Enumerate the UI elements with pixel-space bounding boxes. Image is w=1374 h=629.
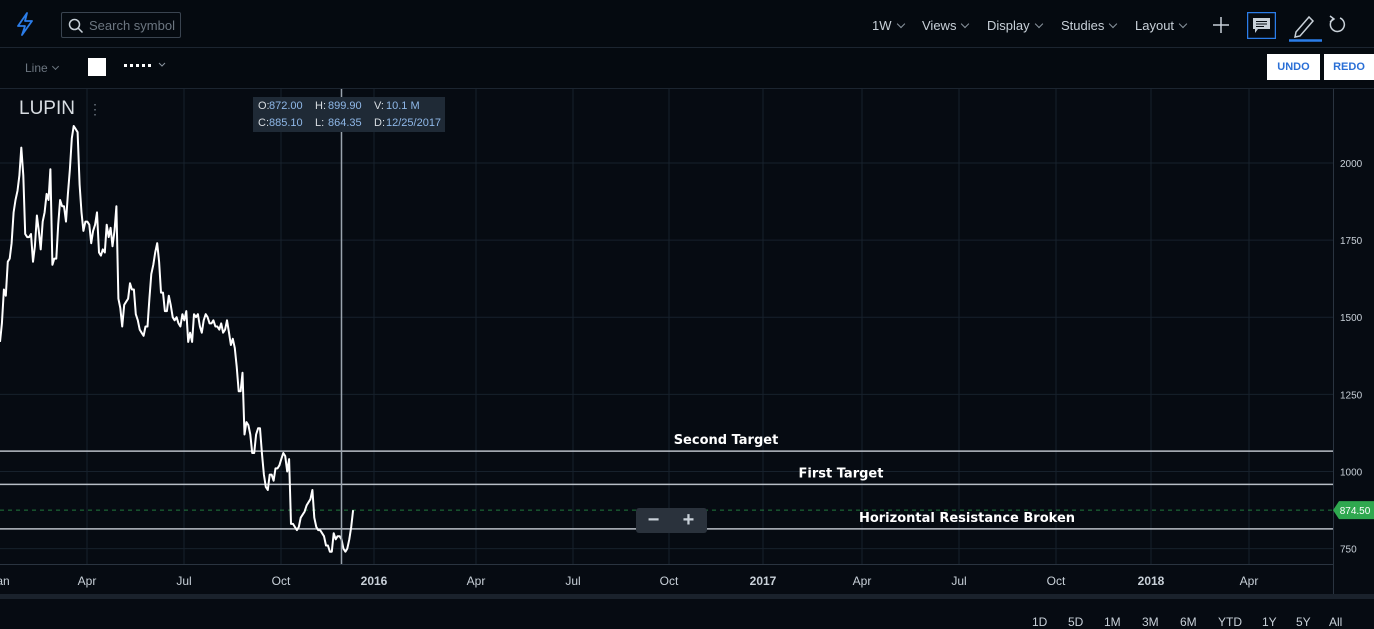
x-tick-label: Jul bbox=[176, 574, 191, 588]
refresh-icon[interactable] bbox=[1327, 14, 1347, 36]
y-tick-label: 1250 bbox=[1340, 390, 1363, 401]
kebab-menu-icon[interactable]: ⋮ bbox=[88, 101, 102, 117]
volume-label: V: bbox=[374, 100, 384, 112]
annotation-label: Horizontal Resistance Broken bbox=[859, 511, 1075, 526]
volume-value: 10.1 M bbox=[386, 100, 420, 112]
y-tick-label: 750 bbox=[1340, 545, 1357, 556]
undo-button[interactable]: UNDO bbox=[1267, 54, 1320, 80]
range-3m[interactable]: 3M bbox=[1142, 615, 1159, 629]
search-icon bbox=[68, 18, 84, 34]
x-tick-label: Jul bbox=[951, 574, 966, 588]
drawing-toolbar: Line UNDO REDO bbox=[0, 48, 1374, 89]
y-tick-label: 1750 bbox=[1340, 236, 1363, 247]
high-label: H: bbox=[315, 100, 326, 112]
price-chart[interactable]: 2000 1750 1500 1250 1000 750 an Apr Jul Oct 2016 A… bbox=[0, 89, 1374, 594]
views-label: Views bbox=[922, 18, 957, 33]
x-tick-label: Jul bbox=[565, 574, 580, 588]
x-tick-label: 2016 bbox=[361, 574, 388, 588]
interval-menu[interactable]: 1W bbox=[872, 18, 905, 33]
chevron-down-icon bbox=[51, 62, 59, 71]
ohlc-tooltip: O: 872.00 H: 899.90 V: 10.1 M C: 885.10 … bbox=[253, 97, 445, 132]
open-label: O: bbox=[258, 100, 270, 112]
annotation-label: Second Target bbox=[674, 433, 779, 448]
zoom-in-button[interactable]: + bbox=[682, 509, 695, 531]
last-price-flag bbox=[1333, 501, 1374, 520]
low-label: L: bbox=[315, 117, 325, 129]
search-input[interactable] bbox=[89, 16, 177, 34]
chevron-down-icon bbox=[1034, 19, 1043, 29]
chevron-down-icon bbox=[961, 19, 970, 29]
lightning-icon[interactable] bbox=[14, 12, 36, 36]
annotation-label: First Target bbox=[799, 466, 884, 481]
range-1y[interactable]: 1Y bbox=[1262, 615, 1277, 629]
last-price-marker: 874.50 bbox=[1333, 501, 1374, 520]
x-tick-label: Apr bbox=[853, 574, 872, 588]
range-selector: 1D 5D 1M 3M 6M YTD 1Y 5Y All bbox=[0, 594, 1374, 629]
x-axis: an Apr Jul Oct 2016 Apr Jul Oct 2017 Apr Jul Oct 201… bbox=[0, 574, 1258, 588]
studies-menu[interactable]: Studies bbox=[1061, 18, 1118, 33]
studies-label: Studies bbox=[1061, 18, 1105, 33]
layout-label: Layout bbox=[1135, 18, 1175, 33]
layout-menu[interactable]: Layout bbox=[1135, 18, 1188, 33]
interval-label: 1W bbox=[872, 18, 892, 33]
display-label: Display bbox=[987, 18, 1030, 33]
x-tick-label: Oct bbox=[272, 574, 291, 588]
x-tick-label: Oct bbox=[1047, 574, 1066, 588]
annotations: Second Target First Target Horizontal Resi… bbox=[674, 433, 1075, 526]
close-value: 885.10 bbox=[269, 117, 303, 129]
top-toolbar: 1W Views Display Studies Layout bbox=[0, 0, 1374, 48]
range-1m[interactable]: 1M bbox=[1104, 615, 1121, 629]
x-tick-label: Oct bbox=[660, 574, 679, 588]
chevron-down-icon bbox=[1178, 19, 1188, 29]
display-menu[interactable]: Display bbox=[987, 18, 1043, 33]
y-tick-label: 1000 bbox=[1340, 467, 1363, 478]
zoom-out-button[interactable]: − bbox=[647, 509, 660, 531]
views-menu[interactable]: Views bbox=[922, 18, 970, 33]
close-label: C: bbox=[258, 117, 269, 129]
chevron-down-icon bbox=[1109, 19, 1118, 29]
zoom-controls: − + bbox=[636, 508, 707, 533]
line-color-swatch[interactable] bbox=[88, 58, 106, 76]
x-tick-label: 2018 bbox=[1138, 574, 1165, 588]
y-tick-label: 2000 bbox=[1340, 159, 1363, 170]
line-type-select[interactable]: Line bbox=[25, 61, 59, 75]
pencil-icon[interactable] bbox=[1288, 12, 1322, 42]
range-ytd[interactable]: YTD bbox=[1218, 615, 1242, 629]
price-line bbox=[0, 125, 355, 553]
dotted-line-icon bbox=[124, 62, 166, 67]
range-all[interactable]: All bbox=[1329, 615, 1343, 629]
x-tick-label: 2017 bbox=[750, 574, 777, 588]
range-5y[interactable]: 5Y bbox=[1296, 615, 1311, 629]
line-style-select[interactable] bbox=[124, 58, 166, 75]
last-price-label: 874.50 bbox=[1340, 506, 1371, 517]
range-5d[interactable]: 5D bbox=[1068, 615, 1084, 629]
date-value: 12/25/2017 bbox=[386, 117, 442, 129]
low-value: 864.35 bbox=[328, 117, 362, 129]
y-tick-label: 1500 bbox=[1340, 313, 1363, 324]
x-tick-label: Apr bbox=[1240, 574, 1259, 588]
x-tick-label: Apr bbox=[467, 574, 486, 588]
x-tick-label: an bbox=[0, 574, 10, 588]
chevron-down-icon bbox=[896, 19, 905, 29]
date-label: D: bbox=[374, 117, 385, 129]
chart-grid bbox=[0, 89, 1334, 594]
range-1d[interactable]: 1D bbox=[1032, 615, 1048, 629]
open-value: 872.00 bbox=[269, 100, 303, 112]
y-axis: 2000 1750 1500 1250 1000 750 bbox=[1340, 159, 1363, 556]
line-type-label: Line bbox=[25, 61, 48, 75]
search-box[interactable] bbox=[61, 12, 181, 38]
x-tick-label: Apr bbox=[78, 574, 97, 588]
high-value: 899.90 bbox=[328, 100, 362, 112]
redo-button[interactable]: REDO bbox=[1324, 54, 1374, 80]
symbol-name: LUPIN bbox=[19, 98, 75, 119]
plus-icon[interactable] bbox=[1211, 14, 1231, 36]
comment-icon[interactable] bbox=[1247, 12, 1276, 39]
range-6m[interactable]: 6M bbox=[1180, 615, 1197, 629]
